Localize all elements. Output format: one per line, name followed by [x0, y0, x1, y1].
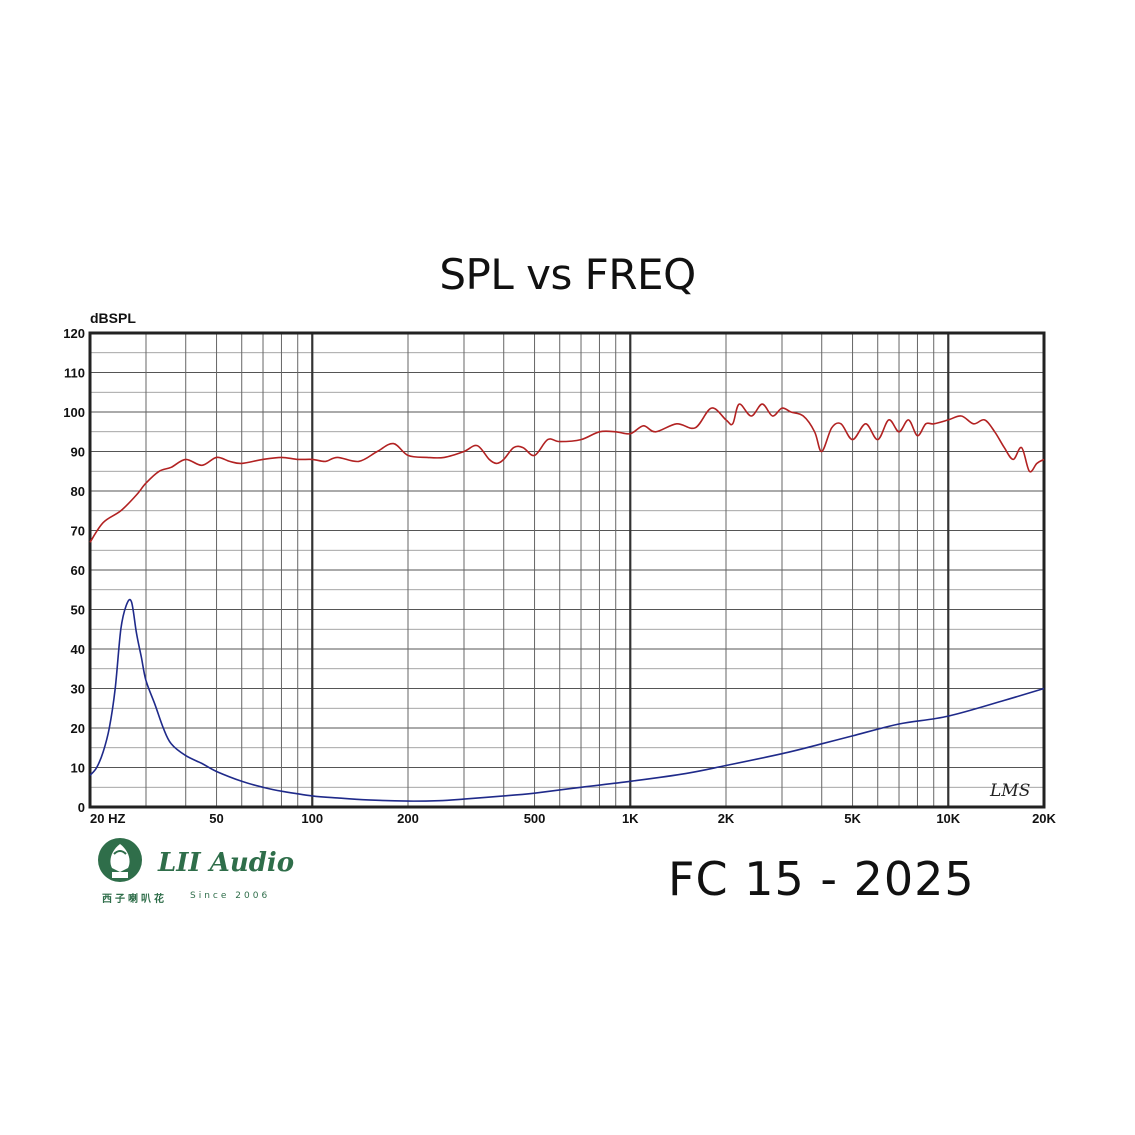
x-tick-label: 10K — [936, 811, 960, 826]
model-label: FC 15 - 2025 — [668, 852, 975, 906]
x-tick-label: 200 — [397, 811, 419, 826]
x-tick-labels: 20 HZ 50 100 200 500 1K 2K 5K 10K 20K — [90, 811, 1057, 826]
brand-since: Since 2006 — [190, 891, 271, 901]
brand-name: LII Audio — [158, 848, 295, 878]
plot-frame — [88, 331, 1046, 809]
y-tick-label: 110 — [64, 366, 85, 381]
x-tick-label: 2K — [718, 811, 735, 826]
series-lines — [89, 403, 1045, 802]
x-tick-label: 20K — [1032, 811, 1056, 826]
y-tick-label: 80 — [71, 484, 85, 499]
y-axis-label: dBSPL — [90, 310, 136, 326]
y-tick-label: 90 — [71, 445, 85, 460]
x-tick-label: 20 HZ — [90, 811, 125, 826]
x-tick-label: 100 — [301, 811, 323, 826]
chart-title: SPL vs FREQ — [439, 250, 696, 299]
y-tick-labels: 0 10 20 30 40 50 60 70 80 90 100 110 120 — [63, 326, 85, 815]
x-tick-label: 1K — [622, 811, 639, 826]
y-tick-label: 20 — [71, 721, 85, 736]
y-tick-label: 40 — [71, 642, 85, 657]
x-tick-label: 5K — [844, 811, 861, 826]
x-tick-label: 50 — [209, 811, 223, 826]
impedance-line — [89, 598, 1045, 802]
y-tick-label: 50 — [71, 603, 85, 618]
plot-grid — [90, 333, 1044, 807]
spl-response-line — [89, 403, 1045, 543]
y-tick-label: 30 — [71, 682, 85, 697]
y-tick-label: 120 — [63, 326, 85, 341]
y-tick-label: 100 — [63, 405, 85, 420]
brand-chinese-name: 西子喇叭花 — [102, 894, 167, 905]
brand-logo-icon — [98, 838, 142, 882]
y-tick-label: 0 — [78, 800, 85, 815]
y-tick-label: 60 — [71, 563, 85, 578]
lms-watermark: LMS — [989, 781, 1030, 801]
y-tick-label: 10 — [71, 761, 85, 776]
x-tick-label: 500 — [524, 811, 546, 826]
y-tick-label: 70 — [71, 524, 85, 539]
